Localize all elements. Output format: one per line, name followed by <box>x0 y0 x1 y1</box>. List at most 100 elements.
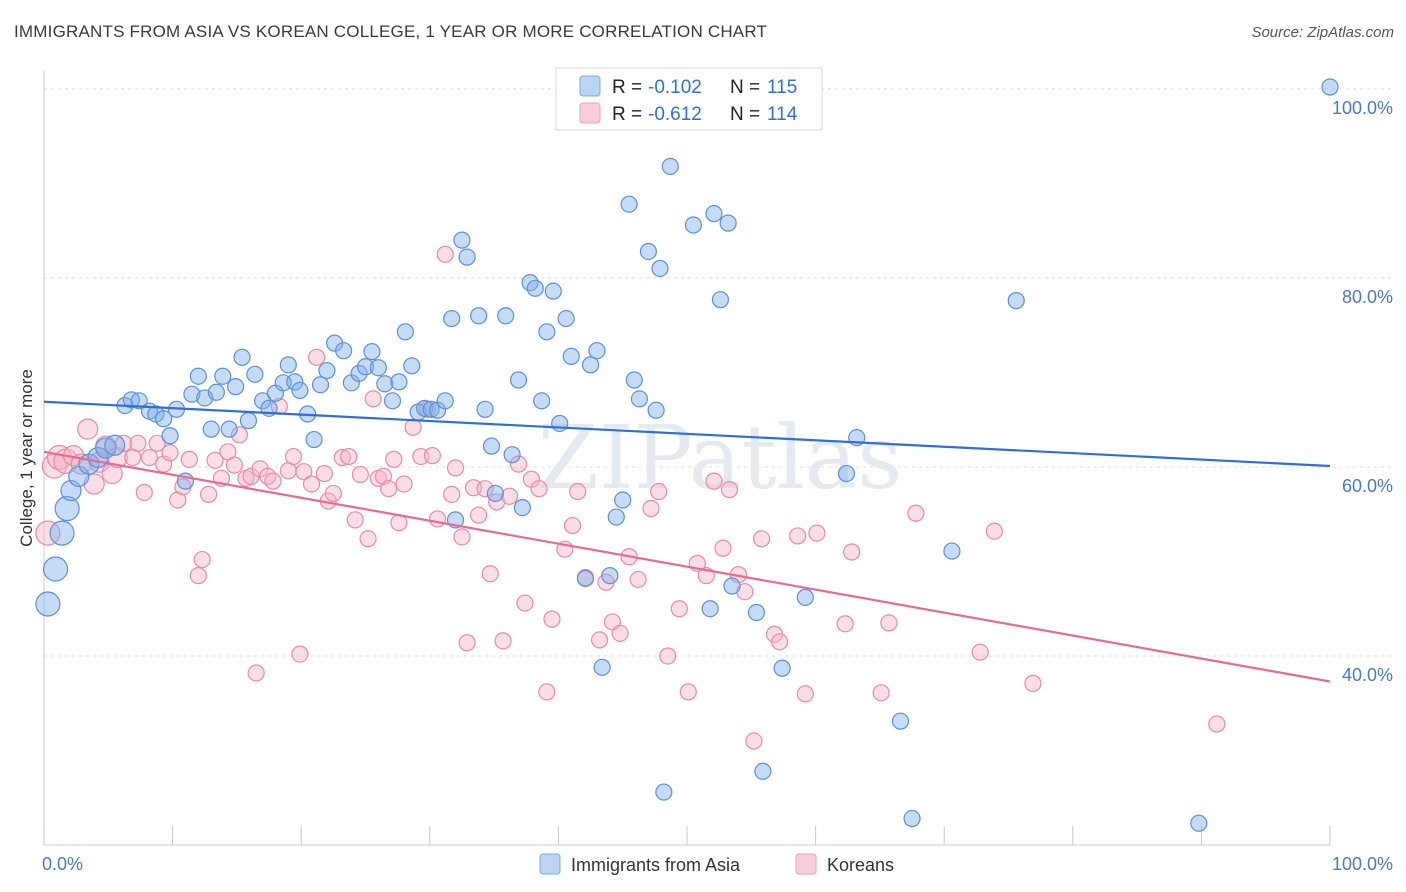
asia-point <box>443 309 461 328</box>
asia-point <box>533 392 551 410</box>
asia-point <box>576 569 595 588</box>
koreans-point <box>745 732 763 750</box>
trend-lines <box>43 400 1331 683</box>
asia-point <box>183 385 201 403</box>
asia-point <box>661 157 679 176</box>
asia-point <box>476 400 494 418</box>
asia-point <box>35 591 61 617</box>
stats-r-label-asia: R = <box>612 77 642 98</box>
asia-point <box>279 356 297 374</box>
asia-point <box>104 434 126 456</box>
koreans-point <box>148 434 166 452</box>
asia-point <box>723 577 741 595</box>
koreans-point <box>843 543 861 561</box>
stats-legend-swatch-koreans <box>579 102 601 124</box>
koreans-point <box>180 450 198 468</box>
koreans-point <box>324 484 342 503</box>
koreans-point <box>351 465 369 484</box>
asia-point <box>246 365 264 383</box>
x-tick-label: 0.0% <box>42 854 83 874</box>
asia-point <box>943 542 961 560</box>
asia-point <box>486 484 504 503</box>
asia-point <box>335 342 353 360</box>
koreans-point <box>193 550 211 569</box>
koreans-point <box>481 565 499 583</box>
asia-point <box>538 323 556 341</box>
asia-point <box>719 214 737 232</box>
asia-point <box>130 392 148 410</box>
asia-point <box>161 427 179 445</box>
asia-point <box>453 231 471 249</box>
y-tick-label: 80.0% <box>1342 287 1393 307</box>
koreans-point <box>333 448 351 467</box>
y-tick-label: 60.0% <box>1342 476 1393 496</box>
koreans-point <box>385 450 403 468</box>
asia-point <box>220 420 238 438</box>
asia-point <box>513 498 531 517</box>
koreans-point <box>563 516 582 535</box>
asia-point <box>497 307 515 325</box>
koreans-point <box>458 634 476 652</box>
koreans-point <box>500 487 519 505</box>
koreans-point <box>476 480 494 498</box>
koreans-point <box>470 506 488 524</box>
koreans-point <box>1024 674 1042 692</box>
koreans-point <box>359 530 377 548</box>
legend-swatch-asia <box>539 853 561 875</box>
x-axis-ticks <box>43 826 1331 845</box>
koreans-point <box>169 491 187 509</box>
stats-legend-row-asia: R = -0.102 N = 115 <box>579 75 797 98</box>
asia-point <box>49 520 75 546</box>
asia-point <box>458 248 476 266</box>
asia-point <box>207 383 225 401</box>
asia-point <box>588 342 606 360</box>
koreans-point <box>206 451 224 469</box>
asia-point <box>526 279 544 297</box>
stats-legend-swatch-asia <box>579 75 601 97</box>
asia-point <box>651 259 669 278</box>
asia-point <box>503 446 521 464</box>
asia-point <box>593 658 611 676</box>
koreans-point <box>494 632 512 650</box>
asia-point <box>470 307 488 325</box>
y-tick-labels: 40.0% 60.0% 80.0% 100.0% <box>1332 98 1393 685</box>
asia-point <box>607 508 625 526</box>
koreans-point <box>808 524 826 542</box>
asia-point <box>891 712 910 730</box>
koreans-point <box>291 645 309 663</box>
koreans-point <box>315 464 333 483</box>
koreans-trend-line <box>43 450 1331 683</box>
koreans-point <box>135 483 153 502</box>
koreans-point <box>302 475 321 493</box>
koreans-point <box>705 472 723 490</box>
koreans-point <box>590 631 609 649</box>
asia-point <box>482 437 501 455</box>
stats-n-value-asia: 115 <box>767 77 797 98</box>
asia-point <box>544 282 562 300</box>
asia-point <box>509 371 528 389</box>
stats-n-value-koreans: 114 <box>767 104 798 125</box>
y-axis-title: College, 1 year or more <box>17 369 36 547</box>
koreans-point <box>129 434 147 452</box>
koreans-point <box>752 530 771 548</box>
koreans-point <box>161 444 179 462</box>
asia-point <box>684 216 703 234</box>
asia-point <box>639 242 658 261</box>
koreans-point <box>395 475 413 493</box>
koreans-point <box>642 499 660 518</box>
asia-point <box>396 323 414 341</box>
koreans-point <box>364 390 382 408</box>
koreans-point <box>200 485 218 503</box>
stats-n-label-koreans: N = <box>730 104 760 125</box>
x-tick-label: 100.0% <box>1332 854 1393 874</box>
koreans-point <box>516 594 534 612</box>
asia-point <box>701 600 719 618</box>
koreans-point <box>230 426 249 444</box>
koreans-point <box>308 348 326 366</box>
asia-point <box>239 412 258 430</box>
asia-point <box>311 376 330 394</box>
koreans-point <box>788 527 807 545</box>
koreans-point <box>404 418 422 436</box>
bottom-legend: Immigrants from Asia Koreans <box>539 853 894 875</box>
asia-point <box>436 392 454 410</box>
